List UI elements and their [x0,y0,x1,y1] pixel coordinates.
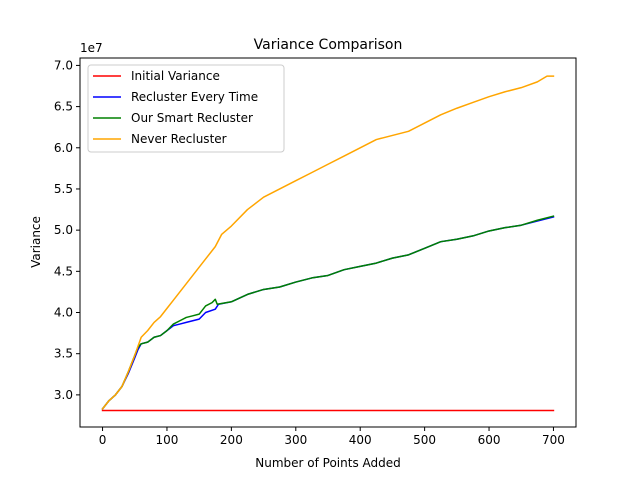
legend-item-never-recluster: Never Recluster [93,132,227,146]
y-tick-label: 6.5 [54,100,73,114]
series-layer [101,75,555,412]
y-tick-label: 4.0 [54,306,73,320]
legend-label: Our Smart Recluster [131,111,253,125]
y-axis-ticks: 3.0 3.5 4.0 4.5 5.0 5.5 6.0 6.5 7.0 [54,58,80,402]
x-tick-label: 500 [413,433,436,447]
y-tick-label: 3.5 [54,347,73,361]
x-axis-ticks: 0 100 200 300 400 500 600 700 [99,427,565,447]
y-scale-offset: 1e7 [80,41,103,55]
legend-item-our-smart-recluster: Our Smart Recluster [93,111,253,125]
legend: Initial Variance Recluster Every Time Our … [87,64,285,153]
y-tick-label: 4.5 [54,264,73,278]
chart-title: Variance Comparison [254,37,403,53]
x-tick-label: 700 [542,433,565,447]
y-tick-label: 6.0 [54,141,73,155]
series-line-never-recluster [101,75,555,410]
x-axis-label: Number of Points Added [255,456,401,470]
y-axis-label: Variance [29,216,43,268]
y-tick-label: 3.0 [54,388,73,402]
legend-entries: Initial Variance Recluster Every Time Our … [93,69,258,146]
legend-item-initial-variance: Initial Variance [93,69,220,83]
x-tick-label: 300 [284,433,307,447]
y-tick-label: 5.5 [54,182,73,196]
y-tick-label: 7.0 [54,58,73,72]
series-line-our-smart-recluster [101,215,555,410]
y-tick-label: 5.0 [54,223,73,237]
x-tick-label: 200 [220,433,243,447]
legend-label: Never Recluster [131,132,227,146]
legend-item-recluster-every-time: Recluster Every Time [93,90,258,104]
plot-frame [79,57,577,428]
legend-label: Initial Variance [131,69,220,83]
x-tick-label: 600 [478,433,501,447]
legend-box [87,64,285,153]
x-tick-label: 0 [99,433,107,447]
x-tick-label: 100 [156,433,179,447]
x-tick-label: 400 [349,433,372,447]
legend-label: Recluster Every Time [131,90,258,104]
